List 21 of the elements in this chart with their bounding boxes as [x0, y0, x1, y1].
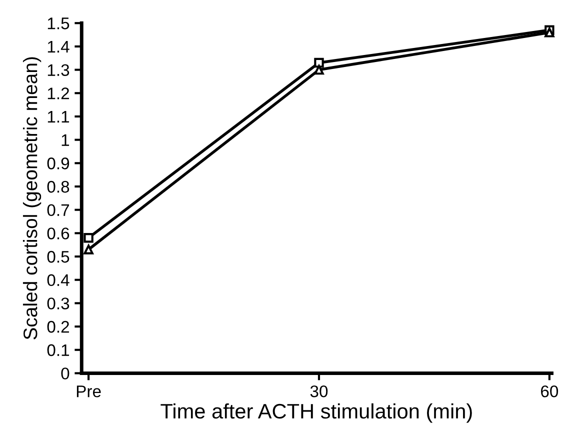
- y-tick-label: 0.8: [47, 180, 70, 193]
- y-tick-label: 0.1: [47, 344, 70, 356]
- y-tick-label: 0: [61, 368, 70, 380]
- y-tick-label: 1.4: [48, 41, 70, 52]
- y-tick-label: 1.3: [48, 64, 70, 76]
- x-tick-label: 30: [310, 385, 328, 398]
- x-axis-title: Time after ACTH stimulation (min): [160, 403, 472, 423]
- y-tick-label: 0.6: [47, 228, 70, 240]
- y-tick-label: 1.1: [48, 111, 70, 123]
- x-tick-label: Pre: [76, 386, 101, 398]
- y-tick-label: 0.4: [47, 274, 70, 286]
- y-tick-label: 1.5: [48, 18, 70, 30]
- y-tick-label: 1: [62, 134, 70, 146]
- y-tick-label: 1.2: [48, 88, 69, 100]
- y-axis-title: Scaled cortisol (geometric mean): [22, 57, 42, 340]
- y-tick-label: 0.2: [47, 320, 69, 333]
- y-tick-label: 0.3: [47, 298, 70, 310]
- y-tick-label: 0.5: [47, 250, 70, 263]
- x-tick-label: 60: [541, 385, 558, 398]
- y-tick-label: 0.7: [47, 204, 69, 216]
- y-tick-label: 0.9: [47, 158, 70, 170]
